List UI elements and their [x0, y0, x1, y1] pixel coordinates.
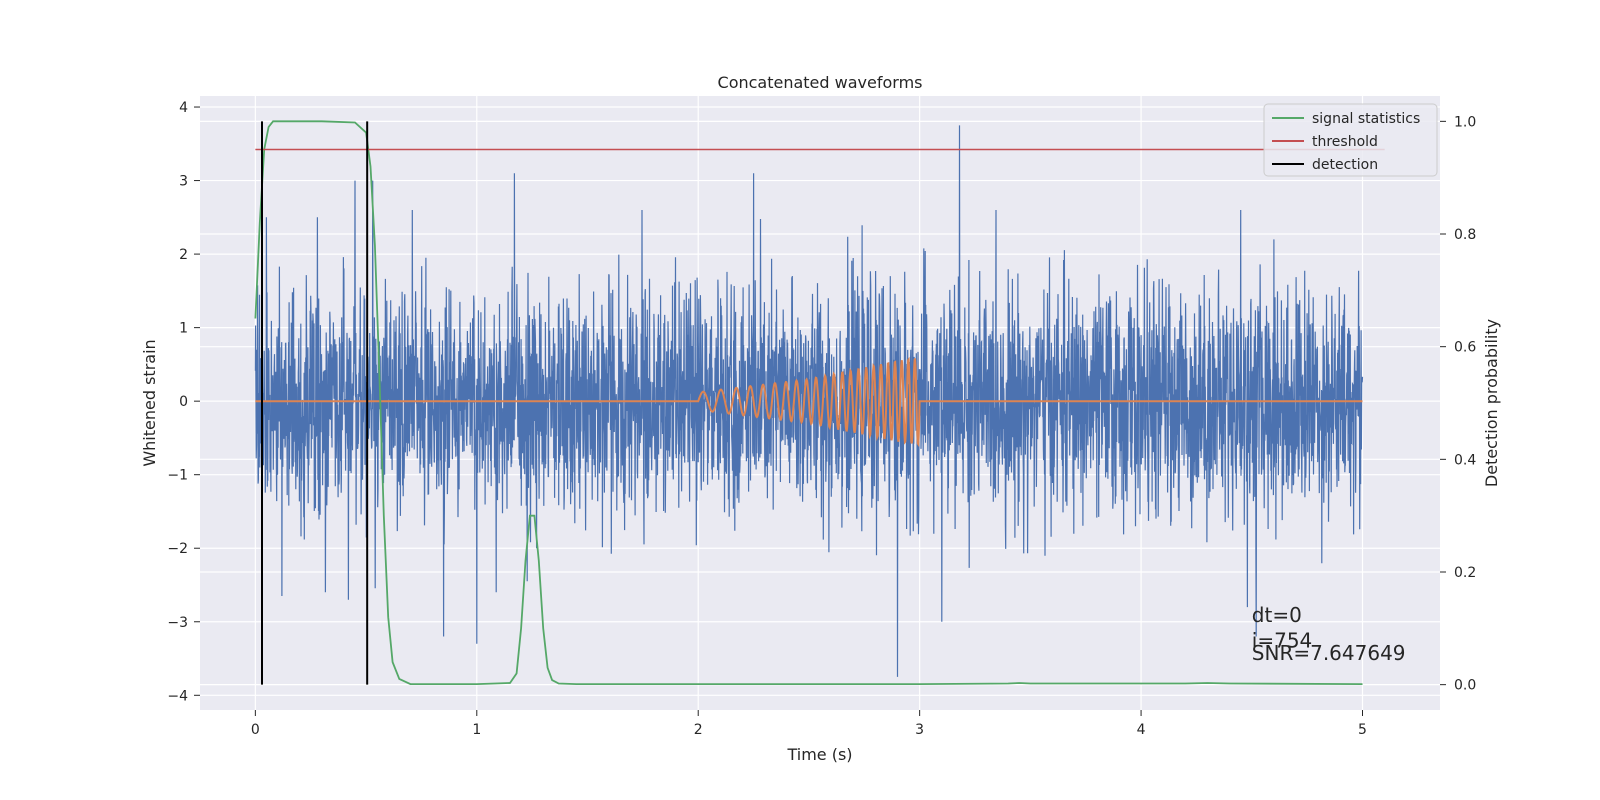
y-right-tick-label: 0.0 [1454, 678, 1476, 694]
annotation-1: i=754 [1252, 628, 1313, 652]
x-tick-label: 0 [251, 722, 260, 738]
legend-label: threshold [1312, 134, 1378, 150]
legend-label: detection [1312, 157, 1378, 173]
y-left-tick-label: −2 [167, 541, 188, 557]
annotation-0: dt=0 [1252, 603, 1302, 627]
y-left-tick-label: 2 [179, 247, 188, 263]
signal-statistics-line [254, 120, 1363, 685]
y-axis-label-right: Detection probability [1482, 319, 1501, 487]
y-left-tick-label: −1 [167, 468, 188, 484]
y-left-tick-label: 0 [179, 394, 188, 410]
ticks-layer: 0 1 2 3 4 5 −4 −3 −2 −1 0 1 2 3 4 0.0 0.2 0.4 0.6 0.8 1.0 [167, 100, 1476, 738]
y-left-tick-label: 3 [179, 174, 188, 190]
y-left-tick-label: −4 [167, 688, 188, 704]
y-right-tick-label: 0.8 [1454, 227, 1476, 243]
x-axis-label: Time (s) [786, 745, 852, 764]
noise-series-line [254, 125, 1364, 677]
x-tick-label: 1 [472, 722, 481, 738]
chart-title: Concatenated waveforms [718, 73, 923, 92]
y-left-tick-label: −3 [167, 615, 188, 631]
x-tick-label: 3 [915, 722, 924, 738]
chirp-series-line [255, 356, 1363, 448]
legend-box [1263, 103, 1438, 177]
legend: signal statistics threshold detection [1263, 103, 1438, 177]
x-tick-label: 5 [1358, 722, 1367, 738]
y-left-tick-label: 1 [179, 321, 188, 337]
x-tick-label: 4 [1137, 722, 1146, 738]
y-left-tick-label: 4 [179, 100, 188, 116]
series-layer [254, 120, 1385, 685]
y-axis-label-left: Whitened strain [140, 339, 159, 466]
legend-label: signal statistics [1312, 111, 1420, 127]
x-tick-label: 2 [694, 722, 703, 738]
y-right-tick-label: 0.6 [1454, 340, 1476, 356]
y-right-tick-label: 1.0 [1454, 114, 1476, 130]
y-right-tick-label: 0.4 [1454, 452, 1476, 468]
annotation-2: SNR=7.647649 [1252, 641, 1406, 665]
y-right-tick-label: 0.2 [1454, 565, 1476, 581]
